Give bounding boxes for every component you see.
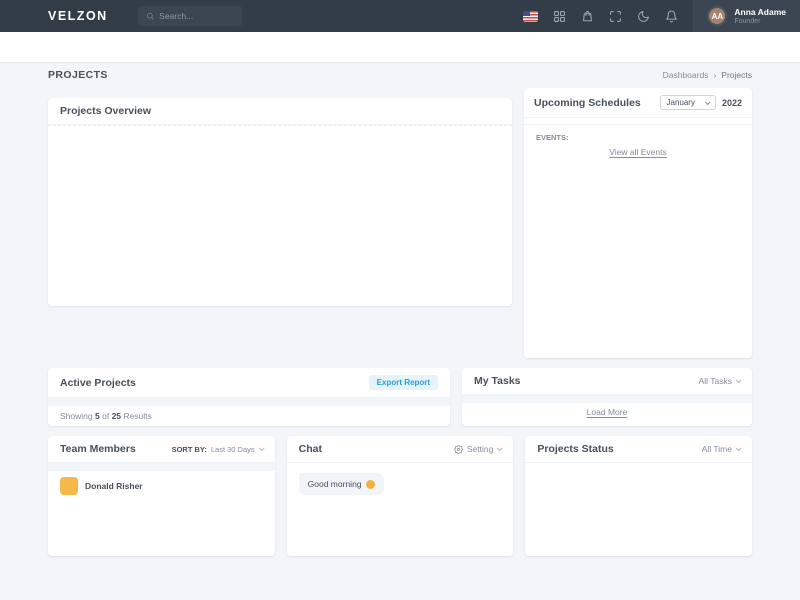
projects-status-card: Projects Status All Time (525, 436, 752, 556)
sort-by-label: SORT BY: (171, 444, 207, 454)
search-icon (146, 11, 154, 21)
my-tasks-card: My Tasks All Tasks Load More (462, 368, 752, 426)
overview-metrics (48, 125, 512, 126)
calendar-year: 2022 (721, 97, 742, 108)
smiley-emoji-icon (365, 479, 375, 489)
chevron-down-icon (735, 377, 742, 384)
page-title: PROJECTS (48, 69, 108, 81)
breadcrumb: Dashboards › Projects (663, 70, 752, 80)
chevron-down-icon (497, 445, 503, 452)
apps-grid-icon[interactable] (553, 10, 566, 23)
chat-message-text: Good morning (307, 479, 362, 489)
team-members-table-header (48, 463, 275, 471)
view-all-events-link[interactable]: View all Events (609, 147, 667, 157)
fullscreen-icon[interactable] (609, 10, 622, 23)
tasks-filter-value: All Tasks (698, 376, 732, 386)
search-input[interactable] (159, 11, 234, 21)
page-content: PROJECTS Dashboards › Projects Projects … (0, 62, 800, 556)
chat-card: Chat Setting Good morning (286, 436, 514, 556)
member-avatar (60, 477, 78, 495)
upcoming-schedules-card: Upcoming Schedules January 2022 EVENTS: … (524, 88, 752, 358)
language-flag-icon[interactable] (523, 10, 539, 22)
active-projects-table-header (48, 398, 450, 406)
team-members-card: Team Members SORT BY: Last 30 Days Donal… (48, 436, 275, 556)
month-select-value: January (666, 98, 695, 107)
cart-icon[interactable] (581, 10, 594, 23)
left-column: Projects Overview (48, 88, 512, 358)
tasks-filter-dropdown[interactable]: All Tasks (698, 376, 742, 386)
chat-message-bubble: Good morning (298, 473, 384, 495)
status-filter-dropdown[interactable]: All Time (701, 444, 742, 454)
breadcrumb-parent[interactable]: Dashboards (662, 70, 709, 80)
projects-status-donut-chart (583, 475, 695, 556)
user-name: Anna Adame (734, 7, 786, 18)
app-logo: VELZON (48, 9, 108, 23)
topbar: VELZON AA Anna Adame Founder (0, 0, 800, 32)
chat-setting-label: Setting (466, 444, 494, 454)
user-role: Founder (734, 17, 761, 25)
calendar-weekdays (524, 117, 752, 125)
schedules-title: Upcoming Schedules (534, 96, 641, 109)
global-search[interactable] (137, 6, 242, 26)
dark-mode-moon-icon[interactable] (637, 10, 650, 23)
load-more-link[interactable]: Load More (586, 407, 628, 417)
projects-overview-card: Projects Overview (48, 98, 512, 306)
month-select[interactable]: January (659, 95, 716, 110)
team-sort-dropdown[interactable]: SORT BY: Last 30 Days (171, 444, 265, 454)
chat-setting-dropdown[interactable]: Setting (453, 444, 503, 454)
gear-icon (453, 444, 463, 454)
chevron-down-icon (735, 445, 742, 452)
user-avatar: AA (707, 6, 728, 26)
breadcrumb-current: Projects (721, 70, 752, 80)
my-tasks-title: My Tasks (474, 375, 521, 387)
status-filter-value: All Time (701, 444, 732, 454)
events-label: EVENTS: (536, 133, 569, 142)
user-menu[interactable]: AA Anna Adame Founder (693, 0, 800, 32)
chevron-down-icon (704, 98, 711, 105)
notifications-bell-icon[interactable] (665, 10, 678, 23)
my-tasks-table-header (462, 395, 752, 403)
breadcrumb-separator: › (713, 70, 717, 80)
topbar-actions (523, 10, 678, 23)
member-name: Donald Risher (85, 481, 143, 491)
team-members-title: Team Members (60, 443, 136, 455)
active-projects-title: Active Projects (60, 376, 136, 389)
active-projects-card: Active Projects Export Report Showing 5 … (48, 368, 450, 426)
results-summary: Showing 5 of 25 Results (60, 411, 152, 421)
overview-title: Projects Overview (60, 105, 152, 117)
chevron-down-icon (258, 445, 265, 452)
chart-legend (48, 128, 512, 132)
sort-by-value: Last 30 Days (210, 444, 255, 454)
chat-title: Chat (298, 443, 322, 455)
export-report-button[interactable]: Export Report (368, 375, 438, 390)
projects-status-title: Projects Status (537, 443, 614, 455)
main-nav (0, 32, 800, 62)
team-member-row[interactable]: Donald Risher (48, 471, 275, 501)
